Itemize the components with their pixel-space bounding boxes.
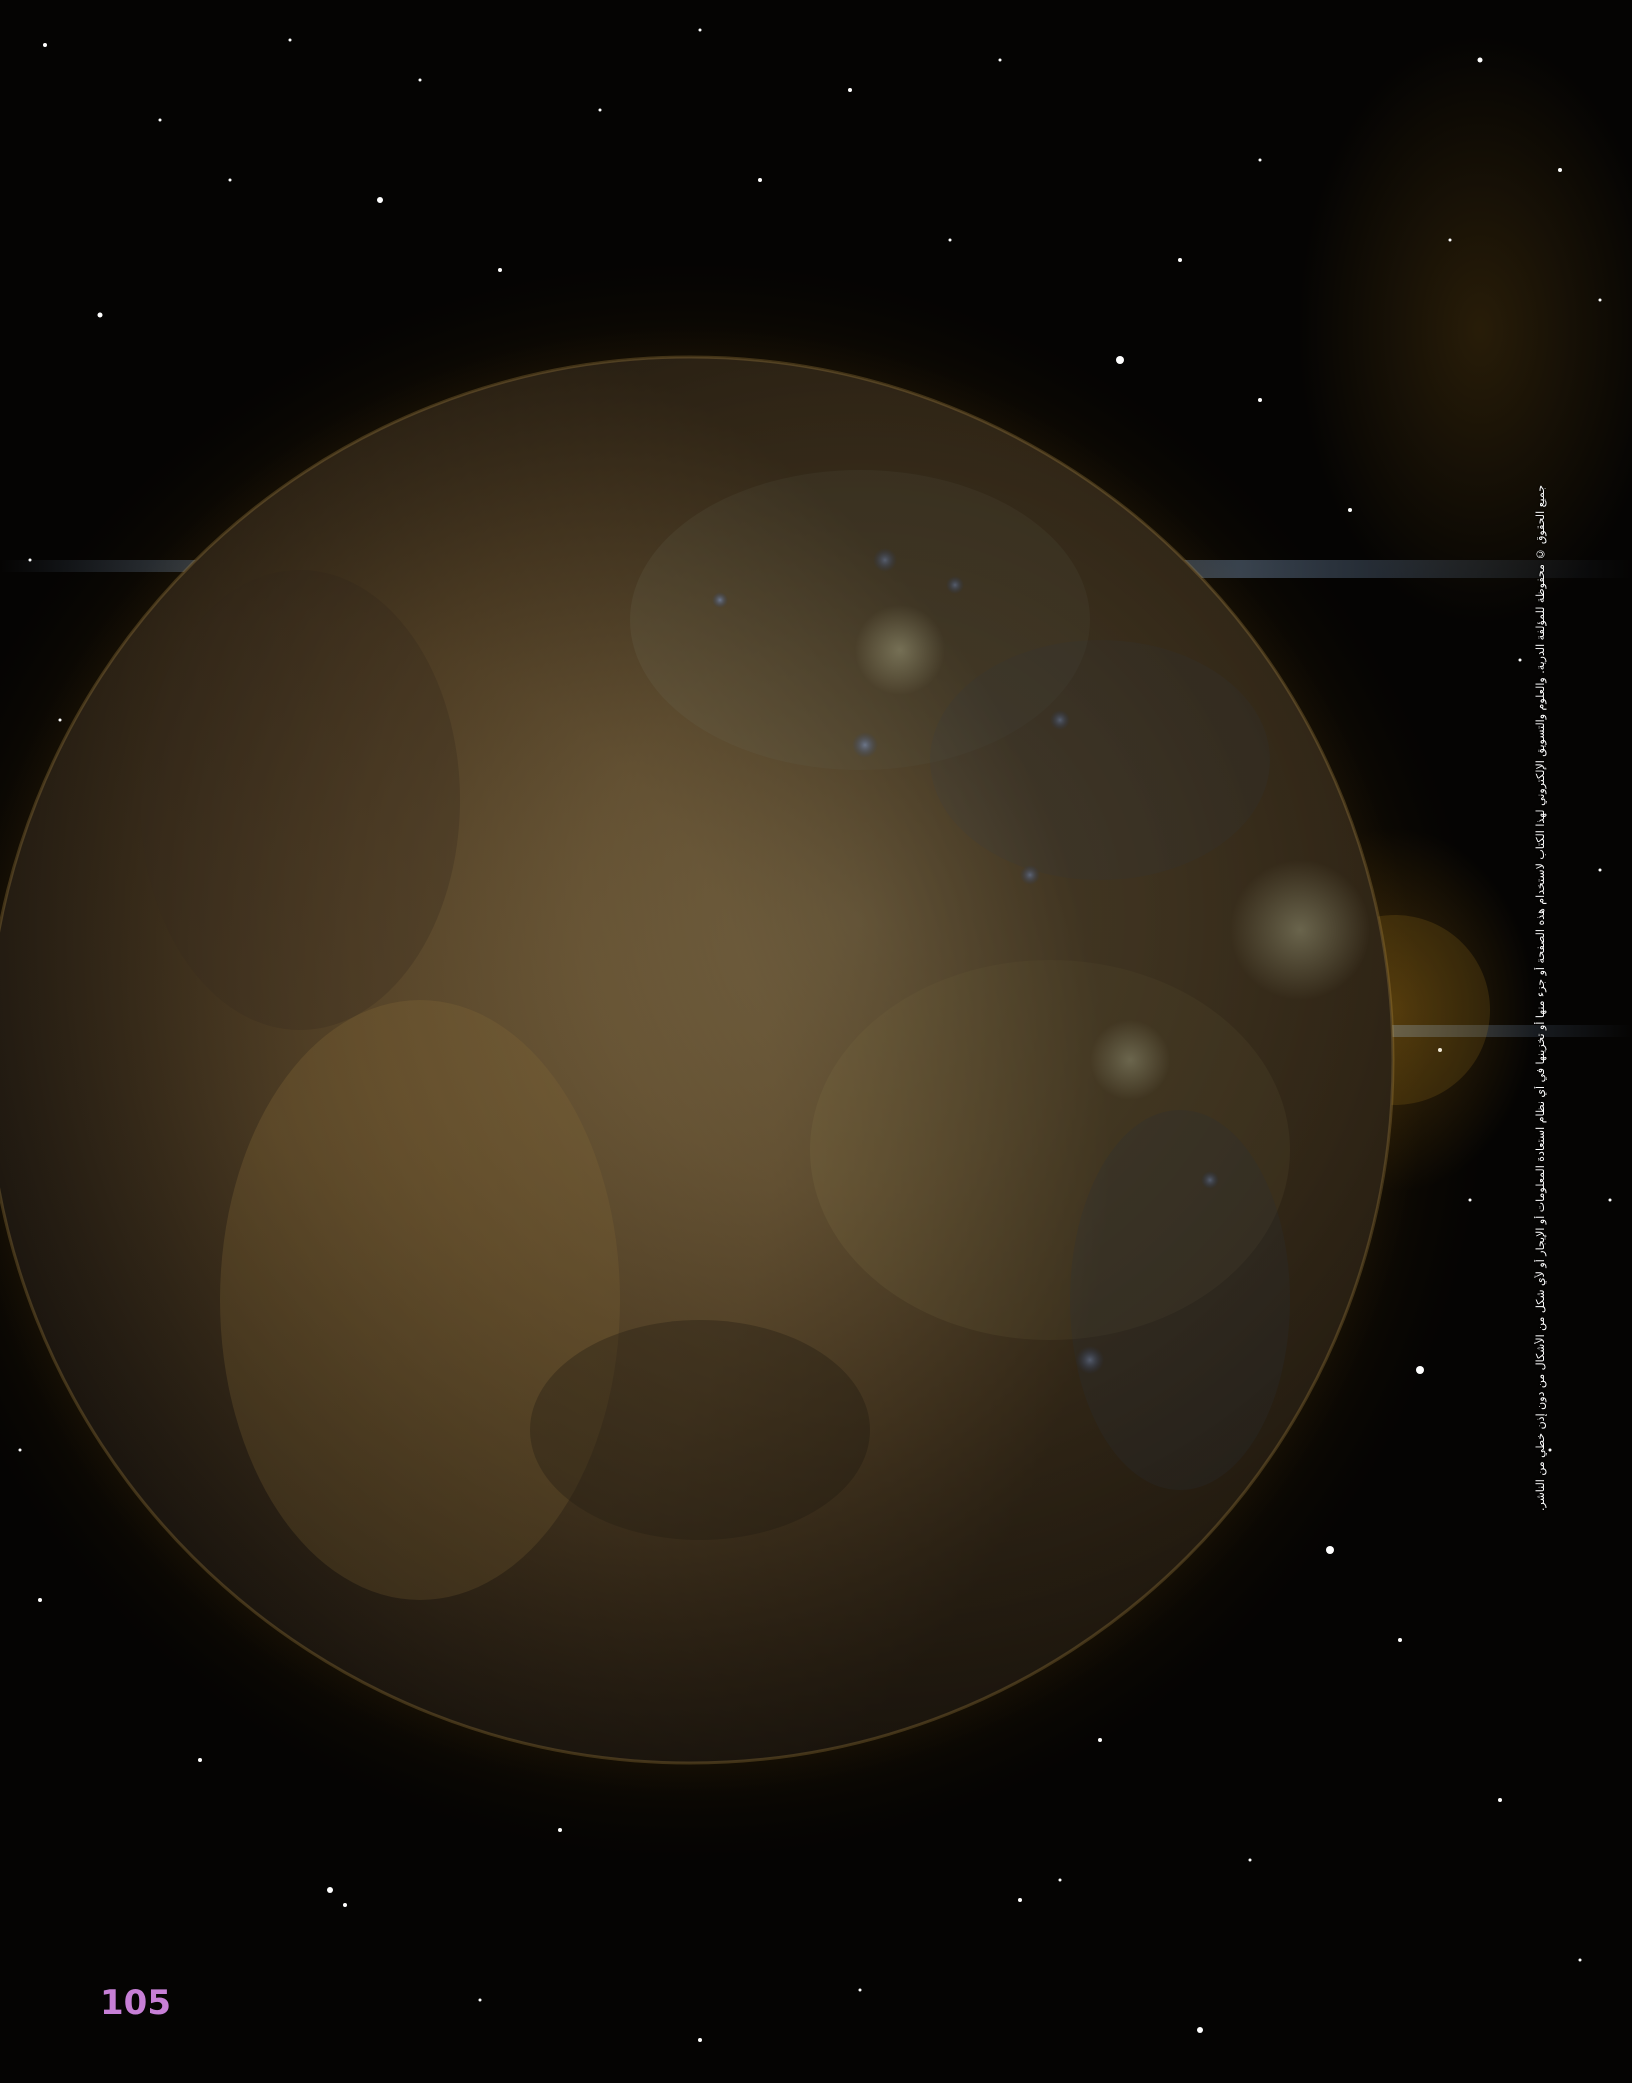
page-number: 105	[100, 1983, 171, 2023]
copyright-notice: جميع الحقوق © محفوظة للمؤلفة الدرية. وال…	[1534, 485, 1547, 1511]
stars	[18, 28, 1612, 2042]
planet-mercury-icon	[0, 355, 1395, 1765]
